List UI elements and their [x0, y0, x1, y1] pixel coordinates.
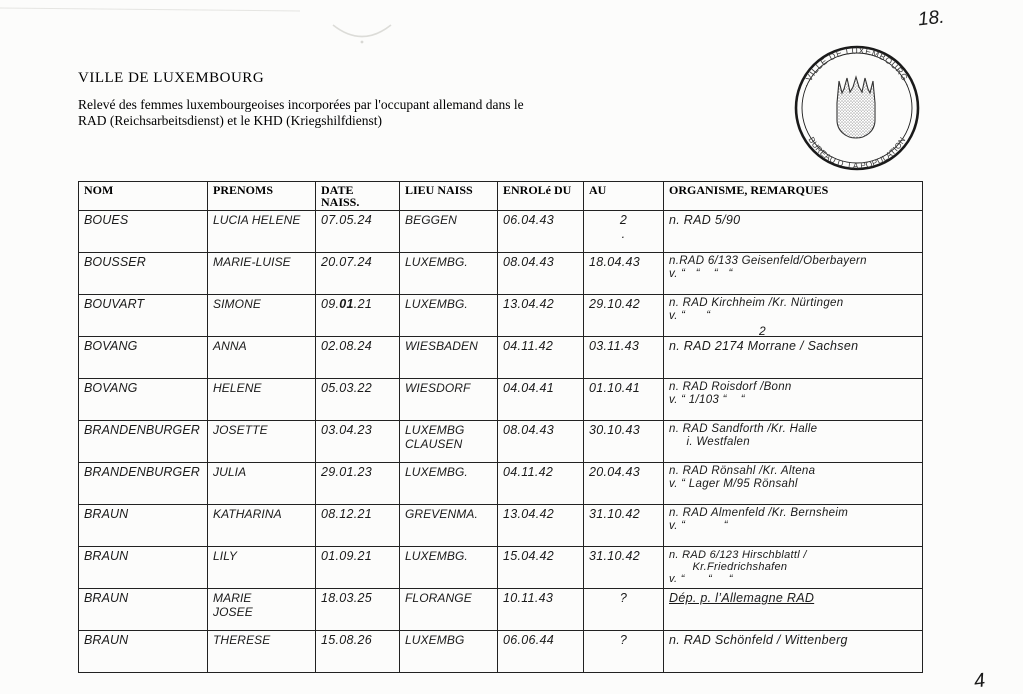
- svg-text:BUREAU D. LA POPULATION: BUREAU D. LA POPULATION: [807, 135, 908, 171]
